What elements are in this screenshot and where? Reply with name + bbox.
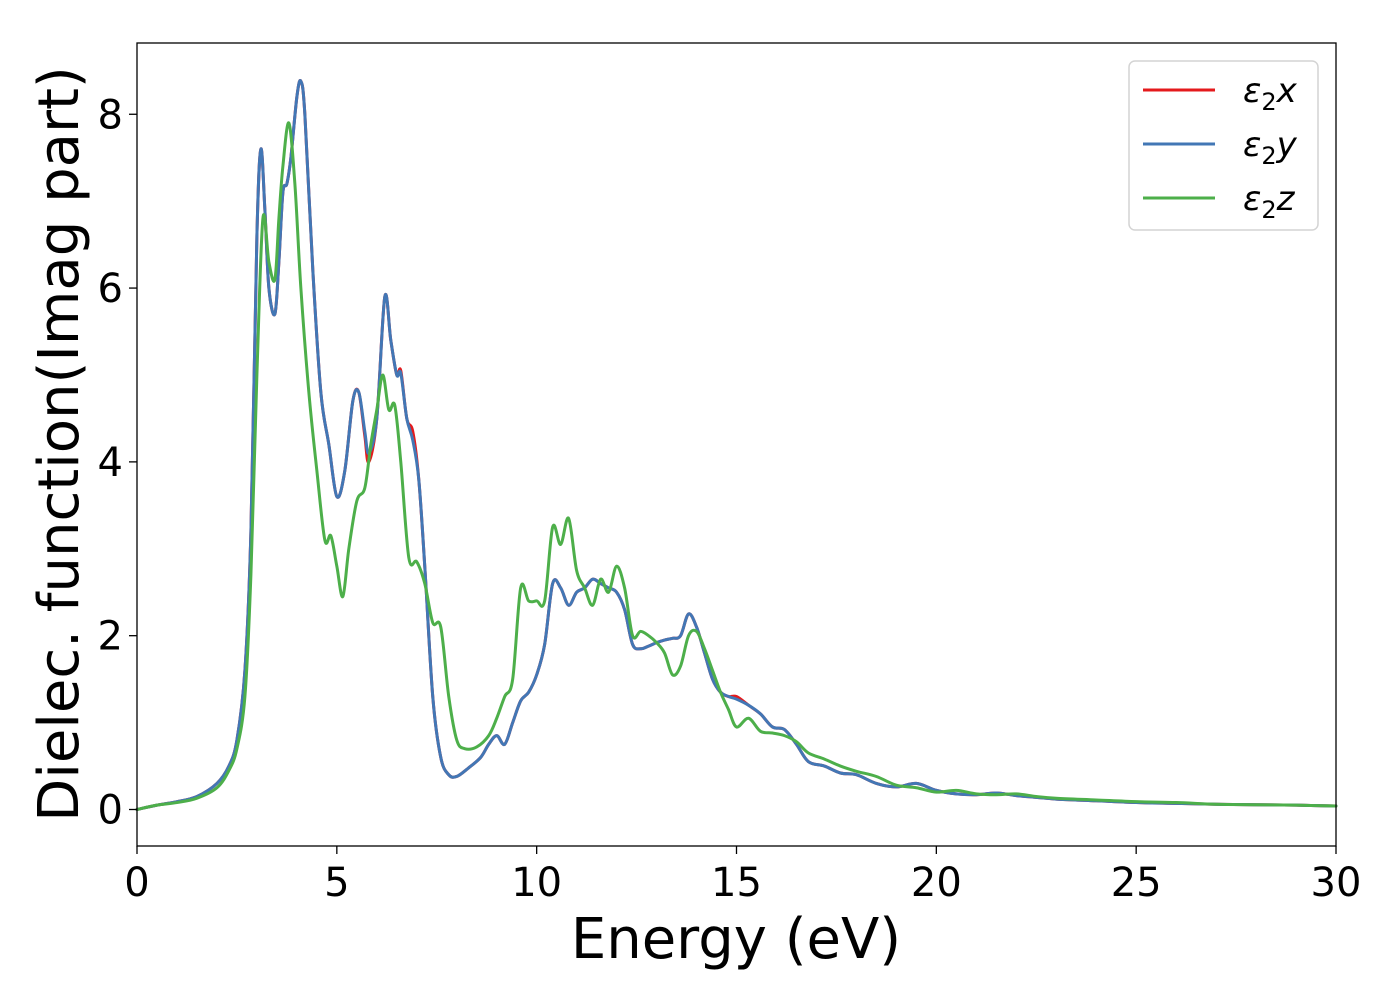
legend-label-suffix: y (1276, 125, 1298, 165)
legend-label-suffix: z (1276, 179, 1296, 219)
x-tick-label: 30 (1311, 860, 1362, 906)
y-axis-title: Dielec. function(Imag part) (27, 66, 92, 822)
legend-label-base: ε (1243, 179, 1261, 219)
legend-item-z: ε2z (1143, 179, 1296, 224)
legend-label-base: ε (1243, 125, 1261, 165)
y-tick-label: 8 (98, 92, 123, 138)
y-tick-label: 2 (98, 614, 123, 660)
legend-label: ε2y (1243, 125, 1298, 170)
x-tick-label: 10 (511, 860, 562, 906)
legend-label: ε2x (1243, 71, 1298, 116)
series-line-z (135, 121, 1338, 811)
y-axis: 0 2 4 6 8 (98, 92, 137, 834)
x-tick-label: 0 (124, 860, 149, 906)
legend-label-subscript: 2 (1261, 88, 1276, 116)
x-axis-title: Energy (eV) (571, 907, 901, 972)
legend-label-subscript: 2 (1261, 142, 1276, 170)
x-tick-label: 15 (711, 860, 762, 906)
legend-label-base: ε (1243, 71, 1261, 111)
legend-label-subscript: 2 (1261, 196, 1276, 224)
legend-item-y: ε2y (1143, 125, 1298, 170)
x-tick-label: 20 (911, 860, 962, 906)
series-line-y (135, 79, 1338, 811)
legend-box (1128, 60, 1319, 231)
x-tick-label: 25 (1111, 860, 1162, 906)
y-tick-label: 6 (98, 266, 123, 312)
x-axis: 0 5 10 15 20 25 30 (124, 846, 1361, 906)
y-tick-label: 0 (98, 788, 123, 834)
legend-label-suffix: x (1276, 71, 1298, 111)
legend-label: ε2z (1243, 179, 1296, 224)
y-tick-label: 4 (98, 440, 123, 486)
legend-item-x: ε2x (1143, 71, 1298, 116)
series-layer (135, 79, 1338, 811)
x-tick-label: 5 (324, 860, 349, 906)
